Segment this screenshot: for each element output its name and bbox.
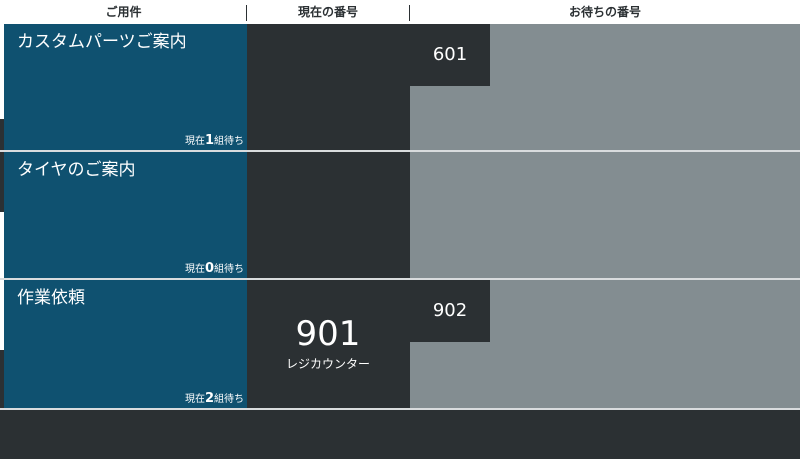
- current-number: 901: [295, 314, 361, 354]
- service-cell: 作業依頼 現在2組待ち: [4, 280, 247, 408]
- queue-row-work-request: 作業依頼 現在2組待ち 901 レジカウンター 902: [0, 280, 800, 408]
- service-cell: タイヤのご案内 現在0組待ち: [4, 152, 247, 278]
- queue-row-tires: タイヤのご案内 現在0組待ち: [0, 152, 800, 278]
- waiting-numbers-cell: [410, 152, 800, 278]
- service-name: タイヤのご案内: [17, 160, 136, 180]
- waiting-numbers-cell: 601: [410, 24, 800, 150]
- current-number-cell: [247, 24, 409, 150]
- wait-count: 2: [204, 391, 214, 406]
- row-edge: [0, 24, 4, 119]
- current-counter: レジカウンター: [285, 357, 370, 371]
- waiting-numbers-cell: 902: [410, 280, 800, 408]
- waiting-ticket: 902: [410, 280, 490, 342]
- row-divider: [0, 150, 800, 152]
- header-current-number: 現在の番号: [297, 5, 358, 19]
- wait-count-label: 現在0組待ち: [184, 261, 244, 276]
- service-name: 作業依頼: [17, 288, 85, 308]
- row-divider: [0, 278, 800, 280]
- waiting-ticket: 601: [410, 24, 490, 86]
- current-number-cell: 901 レジカウンター: [247, 280, 409, 408]
- header-service: ご用件: [105, 5, 142, 19]
- service-cell: カスタムパーツご案内 現在1組待ち: [4, 24, 247, 150]
- header-waiting-numbers: お待ちの番号: [568, 5, 641, 19]
- row-edge: [0, 280, 4, 350]
- row-divider: [0, 408, 800, 410]
- wait-count: 1: [204, 133, 214, 148]
- service-name: カスタムパーツご案内: [17, 32, 187, 52]
- current-number-cell: [247, 152, 409, 278]
- wait-count-label: 現在2組待ち: [184, 391, 244, 406]
- queue-row-custom-parts: カスタムパーツご案内 現在1組待ち 601: [0, 24, 800, 150]
- table-header: ご用件 現在の番号 お待ちの番号: [0, 0, 800, 24]
- footer-bar: [0, 410, 800, 459]
- wait-count: 0: [204, 261, 214, 276]
- header-divider: [409, 5, 410, 21]
- row-edge: [0, 212, 4, 278]
- wait-count-label: 現在1組待ち: [184, 133, 244, 148]
- header-divider: [246, 5, 247, 21]
